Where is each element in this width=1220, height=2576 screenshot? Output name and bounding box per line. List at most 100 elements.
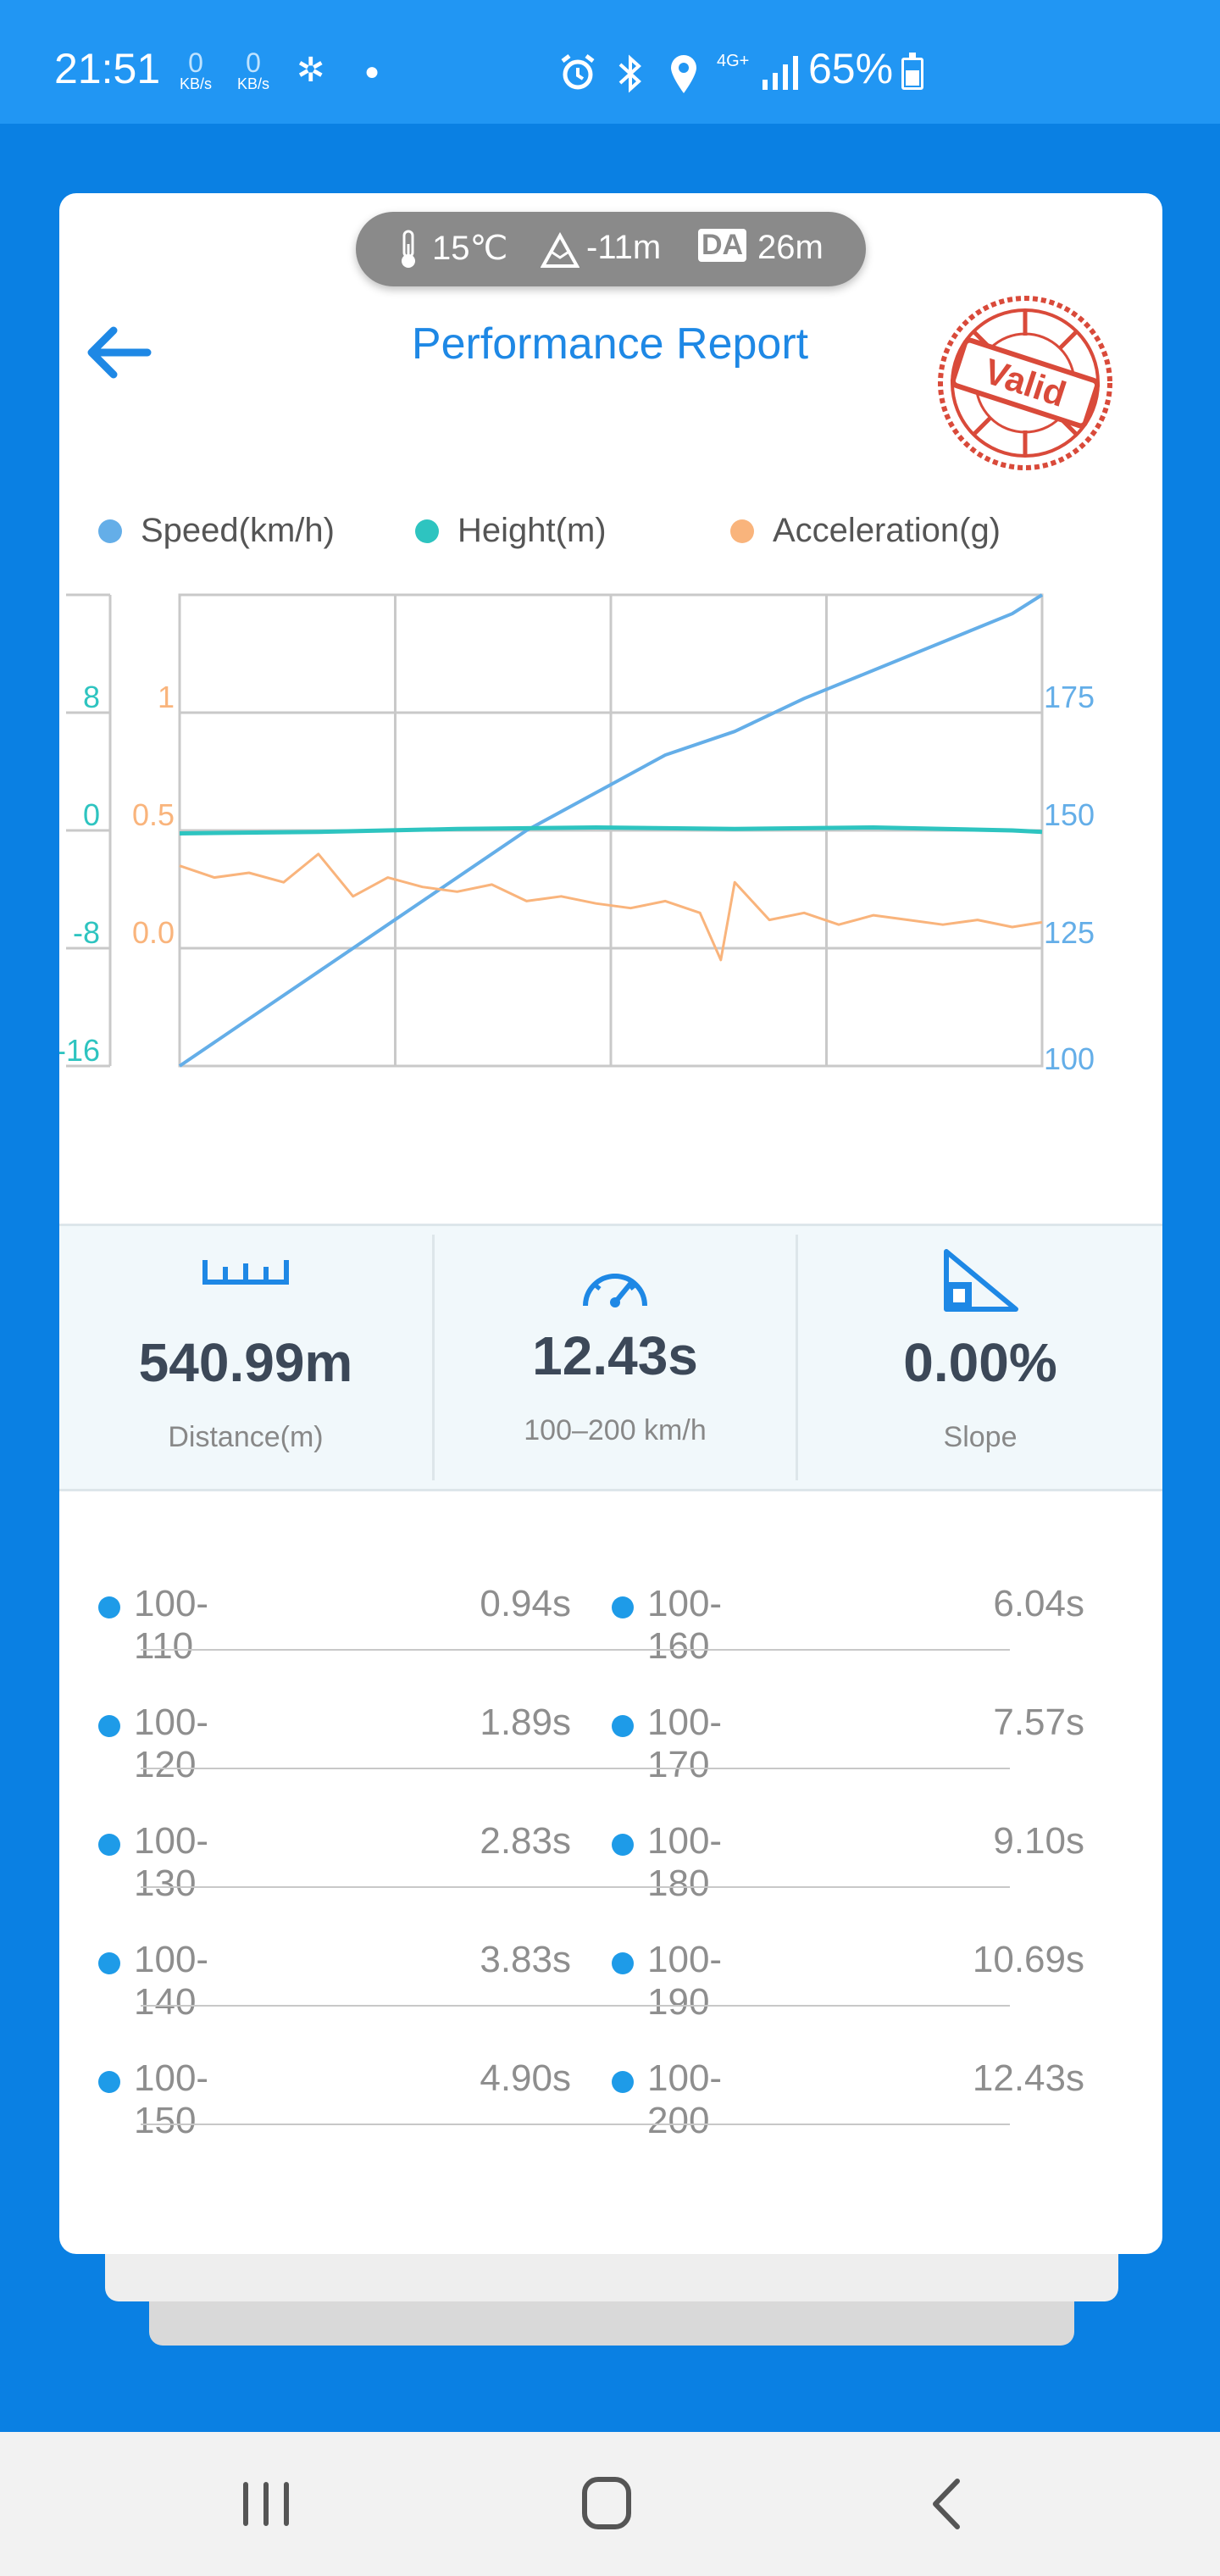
split-divider xyxy=(141,1768,1010,1769)
legend-speed-dot xyxy=(98,519,122,543)
chart-series-height xyxy=(179,825,1043,836)
recents-icon[interactable] xyxy=(224,2466,308,2542)
chart-series-acceleration xyxy=(179,852,1043,962)
split-row: 100-130 2.83s 100-180 9.10s xyxy=(59,1786,1162,1905)
legend-height-dot xyxy=(415,519,439,543)
battery-percent: 65% xyxy=(808,45,894,92)
status-bar: 21:51 0 KB/s 0 KB/s ✲ ● 4G+ 65% xyxy=(0,0,1220,124)
bluetooth-icon xyxy=(618,54,641,93)
split-divider xyxy=(141,1649,1010,1651)
battery-icon xyxy=(901,53,923,90)
split-dot-icon xyxy=(612,1952,634,1974)
chart-series-speed xyxy=(178,593,1044,1068)
split-dot-icon xyxy=(98,1715,120,1737)
split-time: 2.83s xyxy=(480,1820,571,1862)
card-stack-shadow-back xyxy=(149,2301,1074,2346)
back-nav-icon[interactable] xyxy=(905,2466,990,2542)
chart-tick-label-height: 8 xyxy=(83,680,100,714)
location-icon xyxy=(671,55,696,93)
elapsed-value: 12.43s xyxy=(532,1325,698,1386)
chart-tick-label-speed: 150 xyxy=(1044,797,1095,832)
slope-label: Slope xyxy=(943,1421,1018,1453)
signal-icon xyxy=(762,56,798,90)
split-divider xyxy=(141,2005,1010,2007)
split-dot-icon xyxy=(98,1834,120,1856)
slope-icon xyxy=(944,1249,1018,1312)
split-divider xyxy=(141,2124,1010,2125)
fan-icon: ✲ xyxy=(297,52,325,89)
chart-tick-label-height: -16 xyxy=(59,1033,100,1068)
elapsed-label: 100–200 km/h xyxy=(524,1414,707,1446)
split-range: 100-180 xyxy=(647,1820,723,1904)
environment-pill: 15℃ -11m DA 26m xyxy=(356,212,866,286)
split-time: 6.04s xyxy=(993,1583,1084,1624)
chart-tick-label-acceleration: 0.5 xyxy=(132,797,175,832)
stat-divider xyxy=(796,1235,798,1480)
split-range: 100-200 xyxy=(647,2057,723,2141)
split-row: 100-110 0.94s 100-160 6.04s xyxy=(59,1549,1162,1668)
performance-chart: 16 8 0 -8 -16 1.5 1 0.5 0.0 200 175 150 125 100 xyxy=(59,591,1095,1076)
distance-label: Distance(m) xyxy=(168,1421,324,1453)
chart-tick-label-acceleration: 0.0 xyxy=(132,915,175,950)
split-range: 100-140 xyxy=(134,1939,209,2023)
split-time: 4.90s xyxy=(480,2057,571,2099)
temperature-value: 15℃ xyxy=(432,230,508,267)
split-time: 12.43s xyxy=(972,2057,1084,2099)
chart-tick-label-acceleration: 1 xyxy=(158,680,175,714)
split-range: 100-130 xyxy=(134,1820,209,1904)
legend-height: Height(m) xyxy=(415,512,607,550)
stats-panel: 540.99m Distance(m) 12.43s 100–200 km/h … xyxy=(59,1224,1162,1491)
distance-value: 540.99m xyxy=(138,1332,353,1393)
network-type: 4G+ xyxy=(717,52,750,70)
legend-acceleration-dot xyxy=(730,519,754,543)
stat-slope: 0.00% Slope xyxy=(798,1226,1162,1489)
split-dot-icon xyxy=(612,1834,634,1856)
split-dot-icon xyxy=(612,1596,634,1618)
split-dot-icon xyxy=(612,2071,634,2093)
split-range: 100-120 xyxy=(134,1702,209,1785)
split-time: 7.57s xyxy=(993,1702,1084,1743)
dot-icon: ● xyxy=(364,58,380,86)
slope-value: 0.00% xyxy=(903,1332,1057,1393)
page-title: Performance Report xyxy=(411,319,809,369)
split-range: 100-150 xyxy=(134,2057,209,2141)
home-icon[interactable] xyxy=(564,2466,649,2542)
split-time: 0.94s xyxy=(480,1583,571,1624)
split-dot-icon xyxy=(612,1715,634,1737)
split-range: 100-170 xyxy=(647,1702,723,1785)
split-dot-icon xyxy=(98,1952,120,1974)
chart-tick-label-speed: 100 xyxy=(1044,1041,1095,1076)
split-time: 9.10s xyxy=(993,1820,1084,1862)
chart-tick-label-height: 0 xyxy=(83,797,100,832)
speedometer-icon xyxy=(583,1274,647,1307)
valid-stamp: Valid xyxy=(938,296,1112,470)
system-nav-bar xyxy=(0,2432,1220,2576)
net-down-speed: 0 KB/s xyxy=(180,47,213,92)
split-divider xyxy=(141,1886,1010,1888)
density-altitude-icon: DA xyxy=(698,229,747,262)
report-card: 15℃ -11m DA 26m Performance Report Valid… xyxy=(59,193,1162,2254)
chart-tick-label-speed: 200 xyxy=(1044,591,1095,597)
stat-distance: 540.99m Distance(m) xyxy=(59,1226,432,1489)
thermometer-icon xyxy=(402,230,415,268)
split-range: 100-110 xyxy=(134,1583,209,1667)
chart-tick-label-height: 16 xyxy=(66,591,100,597)
ruler-icon xyxy=(202,1260,289,1285)
card-stack-shadow xyxy=(105,2254,1118,2301)
split-range: 100-190 xyxy=(647,1939,723,2023)
chart-tick-label-acceleration: 1.5 xyxy=(132,591,175,597)
split-row: 100-140 3.83s 100-190 10.69s xyxy=(59,1905,1162,2024)
split-range: 100-160 xyxy=(647,1583,723,1667)
split-time: 10.69s xyxy=(972,1939,1084,1980)
split-dot-icon xyxy=(98,1596,120,1618)
split-time: 1.89s xyxy=(480,1702,571,1743)
net-up-speed: 0 KB/s xyxy=(237,47,270,92)
stat-time: 12.43s 100–200 km/h xyxy=(435,1226,796,1489)
elevation-value: -11m xyxy=(586,229,662,266)
alarm-icon xyxy=(561,54,595,90)
mountain-icon xyxy=(541,232,580,268)
split-dot-icon xyxy=(98,2071,120,2093)
back-arrow-icon[interactable] xyxy=(78,312,159,393)
density-altitude-value: 26m xyxy=(757,229,824,266)
chart-tick-label-speed: 175 xyxy=(1044,680,1095,714)
